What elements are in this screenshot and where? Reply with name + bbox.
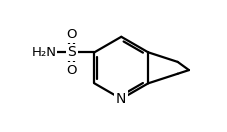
Text: S: S xyxy=(67,45,76,59)
Text: H₂N: H₂N xyxy=(31,46,56,59)
Text: O: O xyxy=(66,28,77,41)
Text: N: N xyxy=(116,92,126,106)
Text: O: O xyxy=(66,64,77,77)
